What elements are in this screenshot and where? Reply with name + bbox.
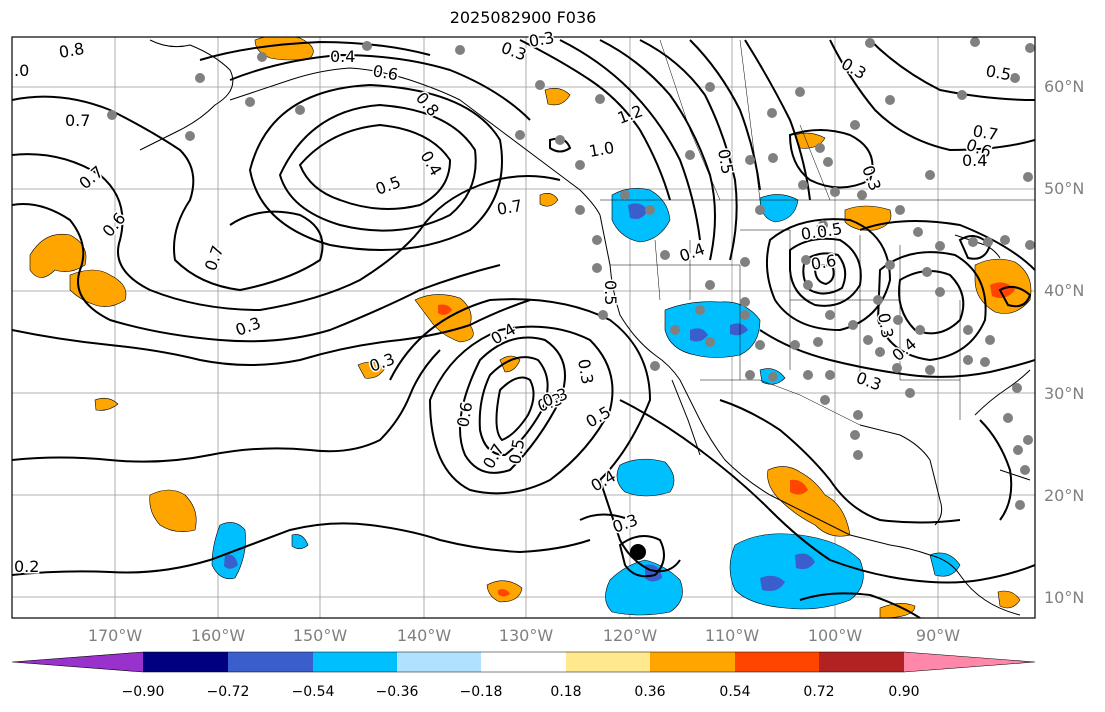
contour-label: 0.3 [527, 28, 555, 51]
colorbar-swatch [143, 652, 228, 672]
station-markers [107, 37, 1035, 510]
colorbar-tick: 0.18 [550, 684, 582, 700]
contour-label: 0.5 [815, 219, 843, 242]
colorbar-tick: −0.36 [375, 684, 419, 700]
colorbar-swatch [904, 652, 1035, 672]
contour-label: 0.7 [495, 196, 523, 219]
lon-label-170w: 170°W [87, 626, 143, 645]
shaded-fields [29, 37, 1032, 618]
colorbar-outline [11, 651, 1036, 673]
lon-label-90w: 90°W [915, 626, 961, 645]
contour-label: 0.5 [799, 221, 827, 244]
lon-label-110w: 110°W [704, 626, 760, 645]
contour-label: 0.2 [14, 557, 39, 576]
lat-label-50n: 50°N [1044, 179, 1085, 198]
lon-label-140w: 140°W [396, 626, 452, 645]
colorbar-tick: 0.90 [888, 684, 920, 700]
contour-label: 0.8 [57, 39, 85, 62]
lon-label-120w: 120°W [602, 626, 658, 645]
storm-center-marker [630, 544, 646, 560]
colorbar-tick: −0.18 [459, 684, 503, 700]
colorbar [11, 651, 1036, 673]
contour-label: 0.5 [505, 437, 528, 465]
contour-label: .0 [14, 61, 29, 80]
colorbar-swatch [650, 652, 735, 672]
colorbar-swatch [735, 652, 819, 672]
colorbar-tick: 0.72 [803, 684, 835, 700]
lon-label-130w: 130°W [498, 626, 554, 645]
colorbar-swatch [566, 652, 650, 672]
colorbar-swatch [12, 652, 143, 672]
contour-lines [12, 39, 1035, 618]
contour-label: 0.7 [971, 121, 999, 144]
lat-label-30n: 30°N [1044, 384, 1085, 403]
colorbar-tick: −0.72 [206, 684, 250, 700]
colorbar-tick: −0.90 [121, 684, 165, 700]
lon-label-150w: 150°W [292, 626, 348, 645]
lat-label-60n: 60°N [1044, 77, 1085, 96]
colorbar-swatch [313, 652, 397, 672]
lat-label-40n: 40°N [1044, 281, 1085, 300]
colorbar-tick: −0.54 [291, 684, 335, 700]
contour-label: 0.4 [962, 151, 987, 170]
lon-label-160w: 160°W [190, 626, 246, 645]
colorbar-swatch [228, 652, 313, 672]
lon-label-100w: 100°W [807, 626, 863, 645]
coastlines [139, 39, 1031, 616]
colorbar-swatch [397, 652, 481, 672]
colorbar-swatch [481, 652, 566, 672]
contour-label: 0.4 [330, 47, 355, 66]
contour-label: 0.5 [601, 280, 620, 305]
contour-label: 0.7 [65, 111, 90, 130]
colorbar-tick: 0.36 [634, 684, 666, 700]
map-title: 2025082900 F036 [449, 8, 597, 27]
colorbar-swatch [819, 652, 904, 672]
lat-label-20n: 20°N [1044, 486, 1085, 505]
colorbar-tick: 0.54 [719, 684, 751, 700]
lat-label-10n: 10°N [1044, 588, 1085, 607]
contour-label: 0.6 [371, 61, 399, 84]
